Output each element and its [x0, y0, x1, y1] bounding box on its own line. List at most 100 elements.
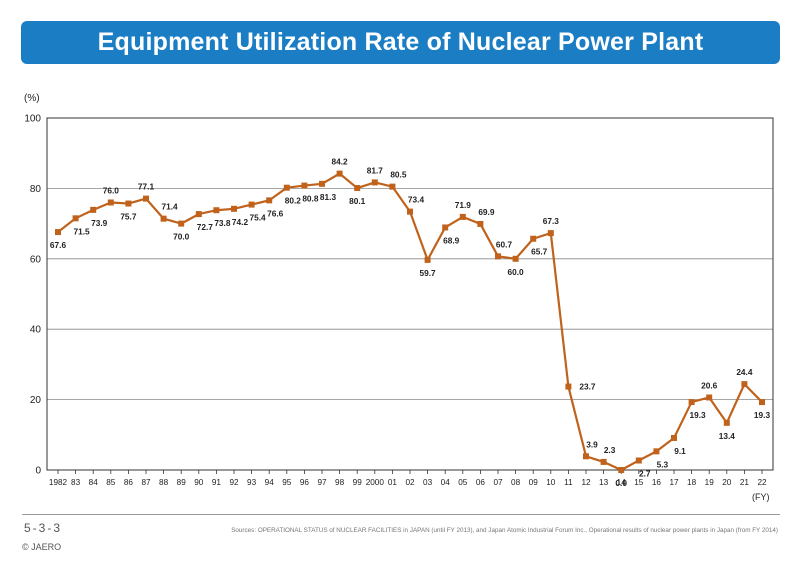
- data-label: 80.2: [285, 196, 302, 206]
- data-point: [671, 434, 677, 441]
- x-tick-label: 90: [194, 478, 204, 487]
- data-point: [741, 381, 748, 388]
- data-point: [706, 394, 713, 401]
- data-point: [653, 448, 660, 455]
- data-point: [600, 458, 607, 465]
- x-tick-label: 96: [300, 478, 310, 487]
- data-label: 65.7: [531, 247, 548, 257]
- x-tick-label: 10: [546, 478, 556, 487]
- data-point: [583, 453, 589, 460]
- x-tick-label: 91: [212, 478, 222, 487]
- data-label: 59.7: [420, 268, 437, 278]
- x-tick-label: 86: [124, 478, 134, 487]
- data-point: [143, 195, 149, 202]
- x-tick-label: 92: [229, 478, 239, 487]
- data-label: 23.7: [579, 382, 596, 392]
- data-label: 68.9: [443, 235, 460, 245]
- x-tick-label: 21: [740, 478, 750, 487]
- data-point: [125, 200, 132, 207]
- x-tick-label: 03: [423, 478, 433, 487]
- data-point: [213, 207, 220, 214]
- data-label: 19.3: [754, 410, 771, 420]
- x-tick-label: 88: [159, 478, 169, 487]
- data-point: [723, 419, 730, 426]
- data-point: [231, 205, 237, 212]
- x-tick-label: 19: [705, 478, 715, 487]
- x-tick-label: 12: [581, 478, 591, 487]
- footer-divider: [22, 514, 780, 515]
- data-point: [530, 235, 537, 242]
- data-label: 0.0: [615, 478, 627, 488]
- data-point: [248, 201, 255, 208]
- data-point: [407, 208, 413, 215]
- x-tick-label: 89: [177, 478, 187, 487]
- x-tick-label: 98: [335, 478, 345, 487]
- data-point: [635, 457, 642, 464]
- data-label: 2.7: [639, 468, 651, 478]
- x-tick-label: 93: [247, 478, 257, 487]
- data-label: 76.0: [103, 185, 120, 195]
- data-label: 60.7: [496, 239, 513, 249]
- data-label: 20.6: [701, 380, 718, 390]
- data-label: 2.3: [604, 445, 616, 455]
- x-tick-label: 97: [317, 478, 327, 487]
- copyright: © JAERO: [22, 542, 62, 552]
- x-tick-label: 13: [599, 478, 609, 487]
- data-label: 24.4: [736, 367, 753, 377]
- y-tick-label: 60: [30, 254, 42, 265]
- y-tick-label: 100: [24, 114, 41, 125]
- chart-title: Equipment Utilization Rate of Nuclear Po…: [97, 28, 704, 56]
- data-label: 60.0: [508, 267, 525, 277]
- x-tick-label: 01: [388, 478, 398, 487]
- x-tick-label: 08: [511, 478, 521, 487]
- data-point: [160, 215, 167, 222]
- data-point: [495, 253, 501, 260]
- x-axis-unit-label: (FY): [752, 492, 770, 502]
- y-tick-label: 0: [35, 466, 41, 477]
- x-tick-label: 99: [353, 478, 363, 487]
- data-point: [618, 467, 625, 473]
- data-label: 80.8: [302, 194, 319, 204]
- data-point: [90, 206, 97, 213]
- x-tick-label: 95: [282, 478, 292, 487]
- x-tick-label: 1982: [49, 478, 68, 487]
- data-point: [195, 211, 202, 218]
- y-tick-label: 40: [30, 325, 42, 336]
- data-point: [283, 184, 290, 191]
- data-point: [107, 199, 114, 206]
- data-label: 67.3: [543, 216, 560, 226]
- data-point: [354, 185, 361, 192]
- data-point: [547, 230, 554, 237]
- title-banner: Equipment Utilization Rate of Nuclear Po…: [21, 21, 780, 64]
- data-label: 13.4: [719, 431, 736, 441]
- data-point: [477, 220, 484, 227]
- data-label: 75.4: [250, 213, 267, 223]
- x-tick-label: 07: [493, 478, 503, 487]
- data-label: 80.1: [349, 196, 366, 206]
- x-tick-label: 83: [71, 478, 81, 487]
- y-tick-label: 80: [30, 184, 42, 195]
- x-tick-label: 18: [687, 478, 697, 487]
- data-label: 84.2: [332, 157, 349, 167]
- data-point: [301, 182, 308, 189]
- data-label: 80.5: [390, 170, 407, 180]
- data-point: [72, 215, 79, 222]
- data-label: 72.7: [197, 222, 214, 232]
- x-tick-label: 94: [265, 478, 275, 487]
- x-tick-label: 85: [106, 478, 116, 487]
- x-tick-label: 09: [529, 478, 539, 487]
- data-label: 9.1: [674, 446, 686, 456]
- data-label: 71.9: [455, 200, 472, 210]
- x-tick-label: 84: [89, 478, 99, 487]
- x-tick-label: 2000: [366, 478, 385, 487]
- data-label: 75.7: [120, 212, 137, 222]
- x-tick-label: 17: [669, 478, 679, 487]
- data-point: [371, 179, 378, 186]
- data-point: [688, 399, 695, 406]
- data-point: [336, 170, 343, 177]
- x-tick-label: 06: [476, 478, 486, 487]
- data-point: [759, 399, 765, 406]
- data-point: [459, 213, 466, 220]
- data-label: 19.3: [690, 410, 707, 420]
